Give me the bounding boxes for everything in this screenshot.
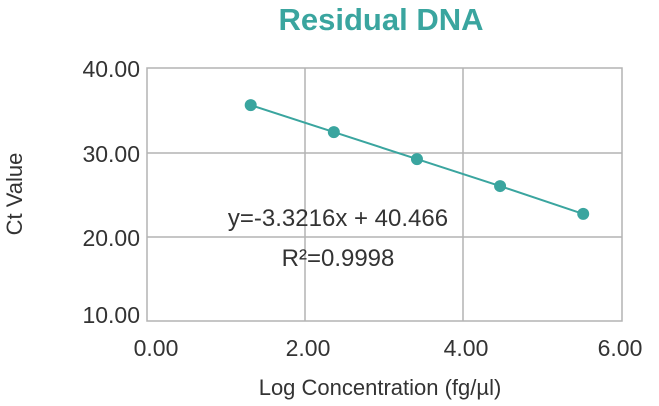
r-squared: R²=0.9998 [282,245,395,272]
data-series [244,99,590,220]
x-tick: 0.00 [134,335,179,361]
trendline-equation: y=-3.3216x + 40.466 [228,205,448,232]
y-axis-label: Ct Value [2,153,27,236]
x-tick: 2.00 [286,335,331,361]
x-axis-ticks: 0.00 2.00 4.00 6.00 [134,335,643,361]
data-point [494,180,507,193]
y-tick: 10.00 [82,302,140,328]
y-tick: 40.00 [82,56,140,82]
grid [146,67,623,322]
data-point [244,99,257,112]
data-point [327,126,340,139]
y-axis-ticks: 40.00 30.00 20.00 10.00 [82,56,140,328]
x-axis-label: Log Concentration (fg/µl) [259,375,502,400]
chart-title: Residual DNA [279,2,484,37]
y-tick: 20.00 [82,225,140,251]
data-point [410,153,423,166]
x-tick: 4.00 [444,335,489,361]
x-tick: 6.00 [598,335,643,361]
data-point [577,207,590,220]
y-tick: 30.00 [82,141,140,167]
